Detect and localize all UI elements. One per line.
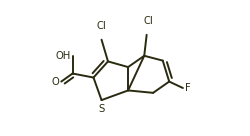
Text: O: O	[52, 77, 60, 87]
Text: Cl: Cl	[97, 21, 106, 31]
Text: Cl: Cl	[144, 16, 153, 26]
Text: S: S	[98, 104, 105, 114]
Text: F: F	[185, 83, 191, 93]
Text: OH: OH	[56, 51, 71, 61]
